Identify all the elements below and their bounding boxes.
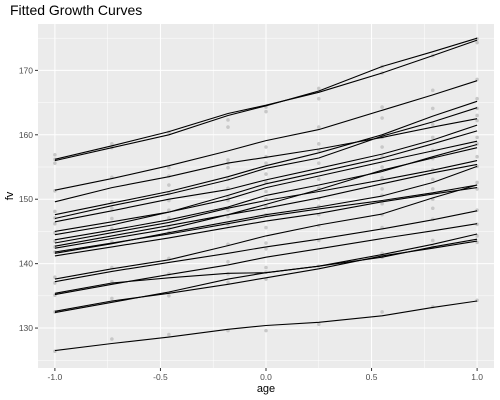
data-point: [475, 155, 479, 159]
data-point: [226, 272, 230, 276]
data-point: [380, 145, 384, 149]
data-point: [380, 105, 384, 109]
data-point: [264, 145, 268, 149]
data-point: [317, 87, 321, 91]
data-point: [264, 266, 268, 270]
data-point: [167, 333, 171, 337]
data-point: [264, 110, 268, 114]
y-tick-label: 170: [19, 65, 33, 75]
data-point: [53, 161, 57, 165]
data-point: [317, 125, 321, 129]
data-point: [226, 158, 230, 162]
data-point: [110, 297, 114, 301]
data-point: [431, 206, 435, 210]
data-point: [431, 239, 435, 243]
data-point: [110, 217, 114, 221]
data-point: [110, 337, 114, 341]
data-point: [226, 260, 230, 264]
data-point: [431, 177, 435, 181]
data-point: [475, 97, 479, 101]
data-point: [226, 118, 230, 122]
x-tick-label: 0.5: [366, 372, 378, 382]
y-tick-label: 140: [19, 259, 33, 269]
data-point: [380, 165, 384, 169]
data-point: [431, 136, 435, 140]
data-point: [53, 222, 57, 226]
data-point: [264, 241, 268, 245]
data-point: [431, 107, 435, 111]
data-point: [264, 190, 268, 194]
data-point: [380, 116, 384, 120]
y-tick-label: 130: [19, 323, 33, 333]
x-axis-title: age: [257, 383, 275, 395]
data-point: [380, 187, 384, 191]
y-axis-title: fv: [4, 191, 16, 200]
data-point: [167, 183, 171, 187]
x-axis: -1.0 -0.5 0.0 0.5 1.0: [48, 368, 484, 382]
data-point: [475, 114, 479, 118]
data-point: [317, 322, 321, 326]
data-point: [264, 161, 268, 165]
x-tick-label: 1.0: [471, 372, 483, 382]
y-axis: 130 140 150 160 170: [19, 65, 38, 333]
data-point: [431, 89, 435, 93]
data-point: [431, 123, 435, 127]
data-point: [380, 310, 384, 314]
data-point: [264, 329, 268, 333]
data-point: [53, 210, 57, 214]
data-point: [475, 41, 479, 45]
chart-title: Fitted Growth Curves: [10, 2, 142, 18]
data-point: [264, 172, 268, 176]
data-point: [431, 187, 435, 191]
data-point: [264, 226, 268, 230]
data-point: [317, 142, 321, 146]
data-point: [53, 153, 57, 157]
data-point: [475, 181, 479, 185]
data-point: [226, 166, 230, 170]
y-tick-label: 160: [19, 130, 33, 140]
data-point: [226, 125, 230, 129]
x-tick-label: -0.5: [153, 372, 168, 382]
x-tick-label: 0.0: [260, 372, 272, 382]
data-point: [475, 136, 479, 140]
data-point: [317, 177, 321, 181]
x-tick-label: -1.0: [48, 372, 63, 382]
data-point: [110, 206, 114, 210]
data-point: [317, 97, 321, 101]
y-tick-label: 150: [19, 194, 33, 204]
data-point: [167, 294, 171, 298]
data-point: [317, 161, 321, 165]
